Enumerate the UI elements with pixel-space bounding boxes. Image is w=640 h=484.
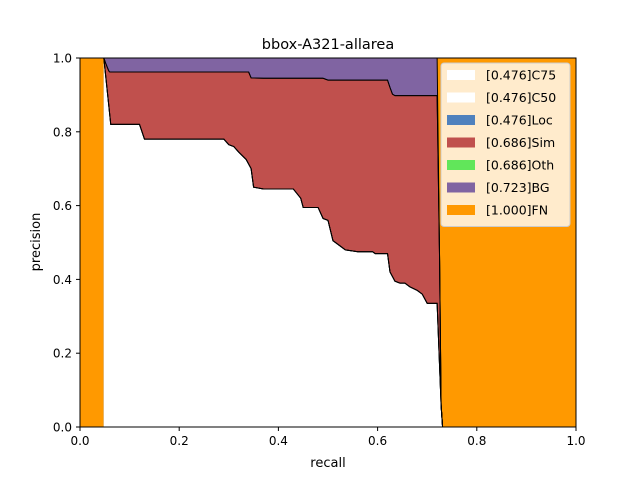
y-axis-label: precision [29, 213, 44, 272]
legend-swatch [447, 92, 475, 103]
plot-frame [79, 57, 577, 428]
legend-label: [0.686]Sim [486, 135, 555, 150]
y-tick-label: 0.0 [53, 421, 72, 435]
x-tick-label: 0.6 [368, 434, 387, 448]
y-axis: 0.0 0.2 0.4 0.6 0.8 1.0 [53, 52, 80, 435]
x-tick-label: 0.4 [269, 434, 288, 448]
legend-swatch [447, 205, 475, 215]
x-tick-label: 0.0 [70, 434, 89, 448]
chart-title: bbox-A321-allarea [262, 37, 394, 53]
legend-label: [0.476]C50 [486, 90, 556, 105]
legend-label: [1.000]FN [486, 203, 548, 218]
legend-label: [0.686]Oth [486, 158, 554, 173]
legend-swatch [447, 115, 475, 125]
x-tick-label: 1.0 [566, 434, 585, 448]
y-tick-label: 0.4 [53, 273, 72, 287]
legend-swatch [447, 137, 475, 148]
x-tick-label: 0.2 [170, 434, 189, 448]
y-tick-label: 1.0 [53, 52, 72, 66]
y-tick-label: 0.6 [53, 199, 72, 213]
y-tick-label: 0.8 [53, 125, 72, 139]
plot-area [80, 58, 576, 427]
x-axis-label: recall [310, 456, 345, 471]
y-tick-label: 0.2 [53, 347, 72, 361]
x-tick-label: 0.8 [467, 434, 486, 448]
legend-label: [0.723]BG [486, 180, 550, 195]
boundary-0-476-loc [103, 57, 444, 428]
area-0-476-c75 [103, 58, 443, 427]
x-axis: 0.0 0.2 0.4 0.6 0.8 1.0 [70, 427, 586, 448]
legend: [0.476]C75 [0.476]C50 [0.476]Loc [0.686]Sim… [440, 62, 571, 227]
legend-swatch [447, 160, 475, 170]
legend-label: [0.476]C75 [486, 68, 556, 83]
legend-label: [0.476]Loc [486, 113, 553, 128]
legend-swatch [447, 182, 475, 193]
legend-swatch [447, 70, 475, 80]
